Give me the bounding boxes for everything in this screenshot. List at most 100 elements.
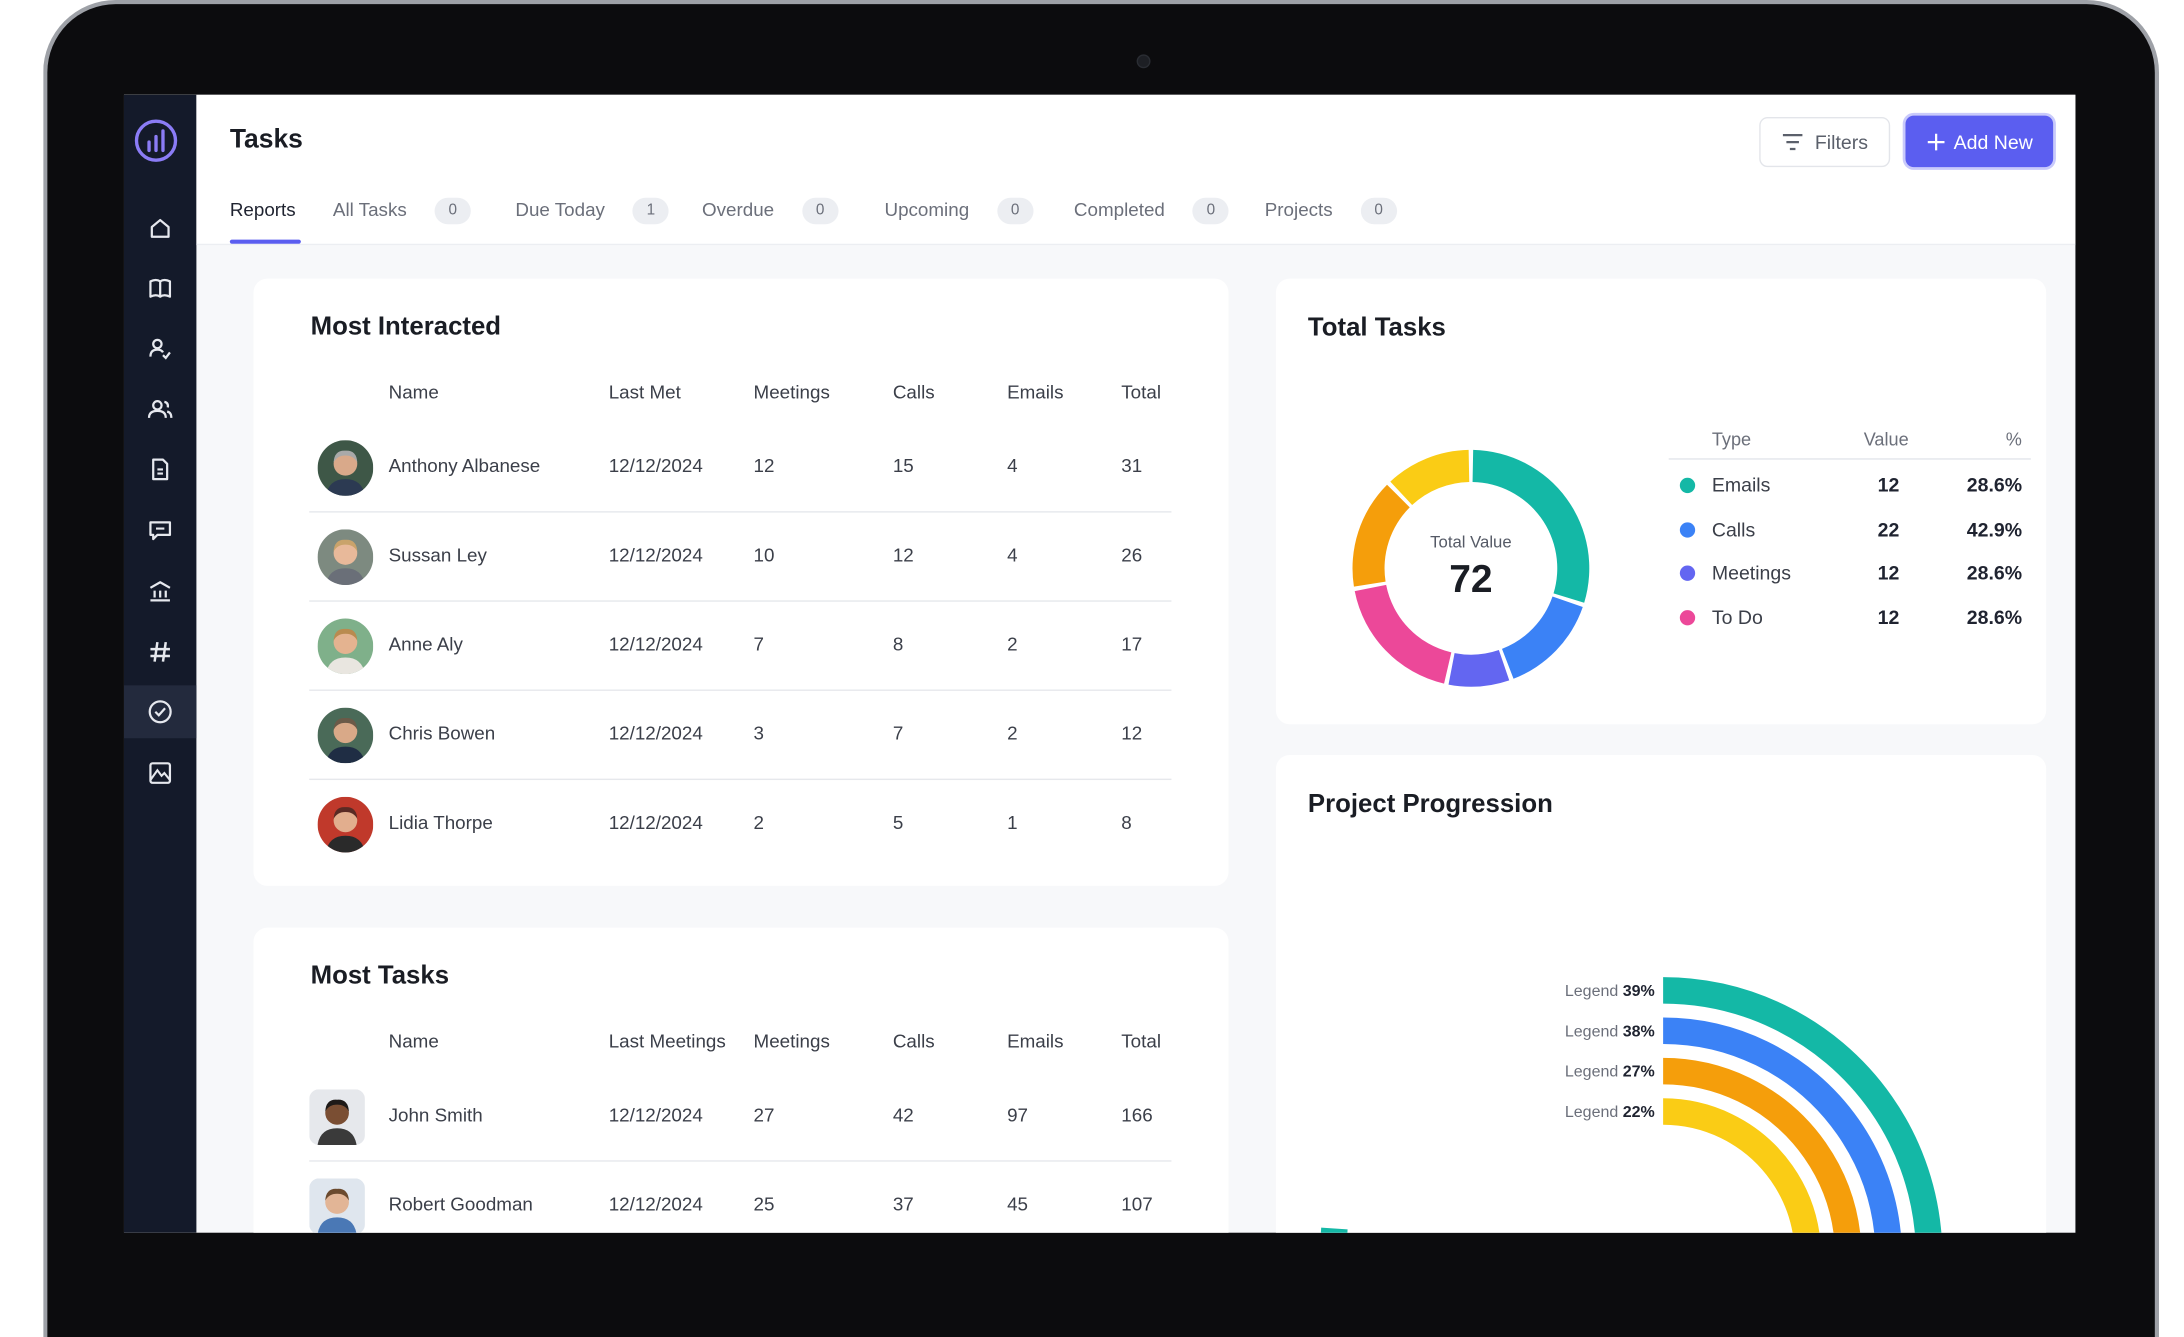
emails-count: 97 <box>1007 1104 1029 1126</box>
table-row[interactable]: Anthony Albanese 12/12/2024 12 15 4 31 <box>309 423 1172 513</box>
table-row[interactable]: Sussan Ley 12/12/2024 10 12 4 26 <box>309 513 1172 602</box>
legend-row: To Do 12 28.6% <box>1669 597 2031 639</box>
donut-segment[interactable] <box>1501 596 1583 679</box>
meetings-count: 25 <box>753 1193 775 1215</box>
emails-count: 4 <box>1007 544 1018 566</box>
project-progression-radial-chart: Legend 39% Legend 38% Legend 27% Legend 22% <box>1320 977 1942 1233</box>
donut-segment[interactable] <box>1390 449 1470 506</box>
progress-arc-tail <box>1320 1227 1348 1233</box>
column-header: Calls <box>892 1030 935 1052</box>
contact-name[interactable]: Robert Goodman <box>388 1193 533 1215</box>
meetings-count: 3 <box>753 722 765 744</box>
contact-name[interactable]: Lidia Thorpe <box>388 812 493 833</box>
tab-reports[interactable]: Reports <box>229 195 301 245</box>
progress-arc[interactable] <box>1663 977 1942 1233</box>
progress-arc[interactable] <box>1663 1017 1901 1233</box>
chat-icon <box>149 521 172 541</box>
total-count: 17 <box>1121 633 1143 655</box>
legend-swatch <box>1679 521 1696 537</box>
nav-documents[interactable] <box>124 443 196 496</box>
nav-finance[interactable] <box>124 564 196 617</box>
emails-count: 4 <box>1007 455 1018 477</box>
table-row[interactable]: John Smith 12/12/2024 27 42 97 166 <box>309 1073 1172 1162</box>
app-logo-icon[interactable] <box>132 117 179 164</box>
tab-label: Completed <box>1073 199 1165 221</box>
nav-contacts[interactable] <box>124 322 196 375</box>
donut-segment[interactable] <box>1354 584 1452 684</box>
most-interacted-card: Most Interacted Name Last Met Meetings C… <box>253 278 1229 886</box>
home-icon <box>150 218 170 238</box>
calls-count: 5 <box>892 812 904 833</box>
last-met-date: 12/12/2024 <box>608 633 703 655</box>
last-met-date: 12/12/2024 <box>608 544 703 566</box>
legend-value: 12 <box>1877 473 1900 496</box>
table-row[interactable]: Robert Goodman 12/12/2024 25 37 45 107 <box>309 1162 1171 1233</box>
contact-name[interactable]: John Smith <box>388 1104 483 1126</box>
users-icon <box>147 400 173 418</box>
table-row[interactable]: Chris Bowen 12/12/2024 3 7 2 12 <box>309 691 1172 781</box>
column-header: Name <box>388 381 439 403</box>
tab-label: All Tasks <box>332 199 407 221</box>
tab-upcoming[interactable]: Upcoming 0 <box>884 195 1034 245</box>
tab-count-badge: 0 <box>802 197 839 225</box>
emails-count: 45 <box>1007 1193 1029 1215</box>
nav-media[interactable] <box>124 747 196 800</box>
most-tasks-card: Most Tasks Name Last Meetings Meetings C… <box>253 927 1229 1233</box>
contact-name[interactable]: Anne Aly <box>388 633 463 655</box>
add-new-label: Add New <box>1953 130 2033 153</box>
filters-button[interactable]: Filters <box>1759 117 1891 168</box>
total-count: 8 <box>1121 812 1132 833</box>
progress-arc-label: Legend 27% <box>1565 1064 1655 1081</box>
nav-channels[interactable] <box>124 625 196 678</box>
nav-home[interactable] <box>124 202 196 255</box>
emails-count: 2 <box>1007 633 1018 655</box>
donut-segment[interactable] <box>1472 449 1590 603</box>
calls-count: 42 <box>892 1104 914 1126</box>
contact-name[interactable]: Chris Bowen <box>388 722 496 744</box>
progress-arc[interactable] <box>1662 1098 1820 1233</box>
nav-library[interactable] <box>124 262 196 315</box>
topbar: Tasks Filters Add New Reports All Tasks 0 <box>196 94 2076 246</box>
meetings-count: 7 <box>753 633 765 655</box>
calls-count: 12 <box>892 544 914 566</box>
donut-segment[interactable] <box>1352 484 1410 587</box>
nav-messages[interactable] <box>124 504 196 557</box>
sidebar <box>123 94 197 1233</box>
table-row[interactable]: Lidia Thorpe 12/12/2024 2 5 1 8 <box>309 780 1171 869</box>
tab-due-today[interactable]: Due Today 1 <box>515 195 670 245</box>
project-progression-card: Project Progression Legend 39% Legend 38%… <box>1275 754 2047 1233</box>
progress-arc-label: Legend 39% <box>1565 983 1655 1000</box>
last-met-date: 12/12/2024 <box>608 1104 703 1126</box>
last-met-date: 12/12/2024 <box>608 1193 703 1215</box>
calls-count: 7 <box>892 722 904 744</box>
total-count: 26 <box>1121 544 1143 566</box>
avatar <box>309 1089 365 1145</box>
tab-all-tasks[interactable]: All Tasks 0 <box>333 195 471 245</box>
avatar <box>317 618 374 675</box>
table-row[interactable]: Anne Aly 12/12/2024 7 8 2 17 <box>309 602 1172 691</box>
column-header: Emails <box>1007 381 1064 403</box>
contact-name[interactable]: Anthony Albanese <box>388 455 541 477</box>
legend-percent: 28.6% <box>1966 473 2023 496</box>
donut-center-label: Total Value <box>1430 532 1512 552</box>
nav-teams[interactable] <box>124 383 196 436</box>
contact-name[interactable]: Sussan Ley <box>388 544 487 566</box>
plus-icon <box>1927 133 1944 150</box>
legend-column-percent: % <box>2005 429 2022 450</box>
tab-overdue[interactable]: Overdue 0 <box>702 195 839 245</box>
tab-projects[interactable]: Projects 0 <box>1265 195 1397 245</box>
legend-swatch <box>1679 477 1696 494</box>
column-header: Last Meetings <box>608 1030 726 1052</box>
table-header: Name Last Met Meetings Calls Emails Tota… <box>254 382 1229 410</box>
avatar <box>317 440 374 496</box>
legend-swatch <box>1679 565 1696 581</box>
legend-swatch <box>1679 609 1696 625</box>
meetings-count: 27 <box>753 1104 775 1126</box>
card-title: Most Tasks <box>310 959 450 989</box>
progress-arc[interactable] <box>1663 1057 1861 1233</box>
tab-completed[interactable]: Completed 0 <box>1074 195 1229 245</box>
bank-icon <box>149 581 171 602</box>
add-new-button[interactable]: Add New <box>1905 115 2054 168</box>
donut-segment[interactable] <box>1448 650 1510 687</box>
nav-tasks[interactable] <box>123 685 197 739</box>
